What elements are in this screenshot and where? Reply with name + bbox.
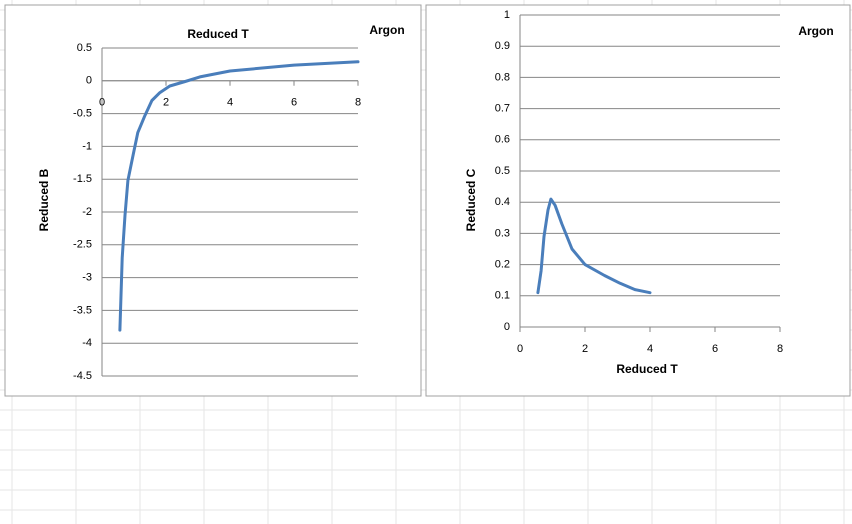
y-tick-label: 0	[504, 321, 510, 333]
y-tick-label: -4.5	[73, 370, 92, 382]
x-tick-label: 6	[712, 343, 718, 355]
x-tick-label: 4	[647, 343, 653, 355]
x-tick-label: 8	[355, 97, 361, 109]
y-tick-label: -3.5	[73, 304, 92, 316]
data-line	[118, 60, 360, 332]
y-axis-label: Reduced B	[37, 168, 51, 231]
y-tick-label: 0.6	[495, 134, 510, 146]
x-tick-label: 0	[517, 343, 523, 355]
y-tick-label: -3	[82, 272, 92, 284]
x-axis-label: Reduced T	[187, 27, 249, 41]
y-tick-label: 0.5	[495, 165, 510, 177]
y-tick-label: -1.5	[73, 173, 92, 185]
y-tick-label: 0.3	[495, 227, 510, 239]
x-axis-label: Reduced T	[616, 362, 678, 376]
chart-frame	[4, 4, 422, 397]
y-tick-label: 0.4	[495, 196, 510, 208]
data-line	[536, 197, 652, 295]
x-tick-label: 6	[291, 97, 297, 109]
y-tick-label: -0.5	[73, 108, 92, 120]
y-tick-label: 0.9	[495, 40, 510, 52]
y-tick-label: -2.5	[73, 239, 92, 251]
y-tick-label: 0.1	[495, 290, 510, 302]
y-tick-label: -4	[82, 337, 92, 349]
y-tick-label: 0.5	[77, 42, 92, 54]
y-tick-label: 1	[504, 9, 510, 21]
x-tick-label: 0	[99, 97, 105, 109]
x-tick-label: 2	[163, 97, 169, 109]
y-tick-label: -2	[82, 206, 92, 218]
chart-frame	[425, 4, 851, 397]
y-tick-label: -1	[82, 140, 92, 152]
y-tick-label: 0.2	[495, 259, 510, 271]
x-tick-label: 4	[227, 97, 233, 109]
y-tick-label: 0	[86, 75, 92, 87]
y-tick-label: 0.7	[495, 103, 510, 115]
y-axis-label: Reduced C	[464, 168, 478, 231]
y-tick-label: 0.8	[495, 71, 510, 83]
legend-label: Argon	[369, 23, 404, 37]
legend-label: Argon	[798, 24, 833, 38]
x-tick-label: 8	[777, 343, 783, 355]
x-tick-label: 2	[582, 343, 588, 355]
